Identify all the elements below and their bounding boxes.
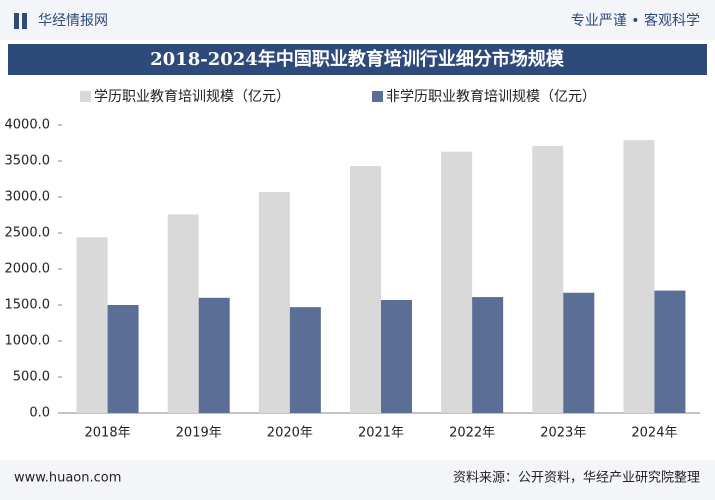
y-tick-label: 2500.0 [5,226,51,241]
bar [289,307,321,413]
legend-label: 学历职业教育培训规模（亿元） [94,89,290,105]
bar [198,297,230,413]
y-tick-label: 3500.0 [5,154,51,169]
y-tick-label: 0.0 [29,406,50,421]
chart-title: 2018-2024年中国职业教育培训行业细分市场规模 [150,48,565,70]
slogan: 专业严谨 • 客观科学 [571,12,700,29]
y-tick-label: 1500.0 [5,298,51,313]
bar [167,214,199,413]
bar [472,297,504,413]
bar [381,299,412,413]
title-bar [8,44,707,75]
legend-swatch [80,91,91,102]
x-tick-label: 2024年 [631,426,677,441]
x-tick-label: 2023年 [540,426,586,441]
y-tick-label: 4000.0 [5,118,51,133]
x-tick-label: 2020年 [267,426,313,441]
bar [441,151,473,413]
x-tick-label: 2018年 [85,426,131,441]
brand: 华经情报网 [38,13,108,29]
bar [76,237,108,413]
bar [258,191,290,413]
x-tick-label: 2019年 [176,426,222,441]
bar [654,290,686,413]
logo-icon [14,13,19,29]
y-tick-label: 2000.0 [5,262,51,277]
header-bar [0,0,715,40]
x-tick-label: 2022年 [449,426,495,441]
bar [563,292,595,413]
website: www.huaon.com [14,471,121,486]
legend-label: 非学历职业教育培训规模（亿元） [386,89,596,105]
y-tick-label: 3000.0 [5,190,51,205]
bar [623,140,655,413]
bar [350,166,381,413]
bar [107,305,139,413]
y-tick-label: 1000.0 [5,334,51,349]
footer-bar [0,460,715,500]
x-tick-label: 2021年 [358,426,404,441]
logo-icon [22,13,27,29]
bar [532,145,564,413]
legend-swatch [372,91,383,102]
source: 资料来源：公开资料，华经产业研究院整理 [453,471,700,486]
y-tick-label: 500.0 [13,370,50,385]
